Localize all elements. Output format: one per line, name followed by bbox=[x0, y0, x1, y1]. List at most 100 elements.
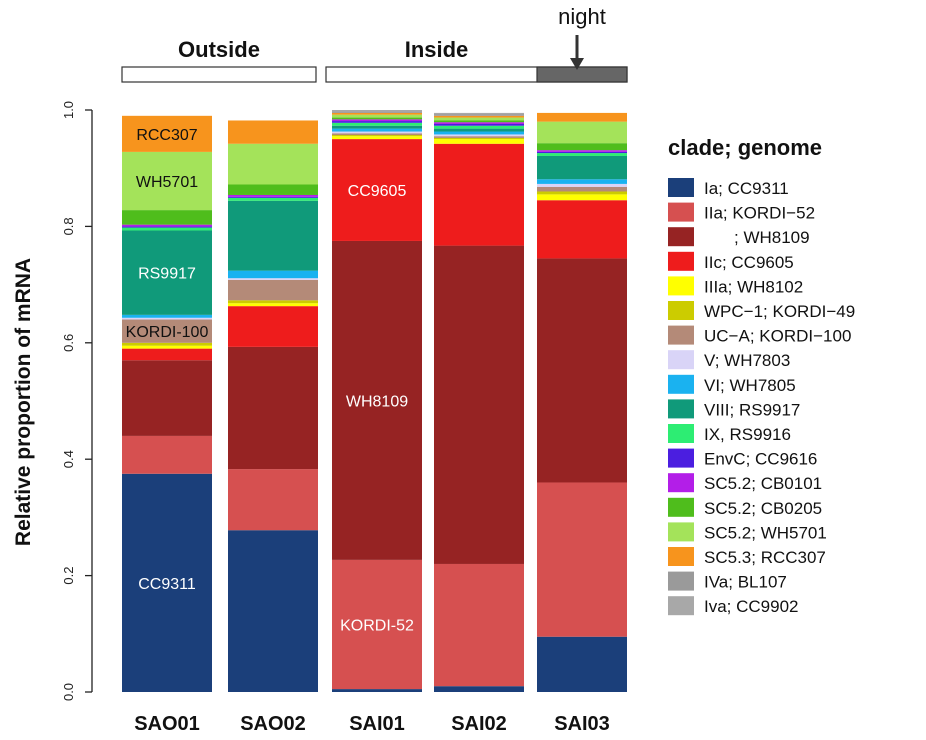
bar-segment-sao01-v-wh7803 bbox=[122, 317, 212, 320]
bar-segment-sai02-sc5-2-cb0205 bbox=[434, 120, 524, 123]
bar-segment-sao02-vi-wh7805 bbox=[228, 270, 318, 279]
bar-segment-sai02-envc-cc9616 bbox=[434, 123, 524, 126]
bar-segment-sao01-viii-rs9917 bbox=[122, 230, 212, 315]
y-tick-label: 0.4 bbox=[61, 450, 76, 468]
group-bar-outside bbox=[121, 66, 317, 83]
y-tick-label: 0.2 bbox=[61, 567, 76, 585]
legend-label-wpc-1-kordi-49: WPC−1; KORDI−49 bbox=[704, 302, 855, 321]
legend-swatch-sc5-2-wh5701 bbox=[668, 522, 694, 542]
legend-swatch-ix-rs9916 bbox=[668, 424, 694, 443]
group-label-inside: Inside bbox=[405, 37, 469, 62]
legend-label-ix-rs9916: IX, RS9916 bbox=[704, 425, 791, 444]
bar-segment-sao01-wpc-1-kordi-49 bbox=[122, 342, 212, 346]
legend-label-iic-cc9605: IIc; CC9605 bbox=[704, 253, 794, 272]
y-tick-label: 0.0 bbox=[61, 683, 76, 701]
bar-segment-sao02-uc-a-kordi-100 bbox=[228, 279, 318, 301]
bar-segment-sai02-iiia-wh8102 bbox=[434, 139, 524, 144]
y-axis-label: Relative proportion of mRNA bbox=[12, 258, 35, 546]
legend-label-sc5-2-cb0205: SC5.2; CB0205 bbox=[704, 499, 822, 518]
legend-swatch-vi-wh7805 bbox=[668, 374, 694, 394]
night-arrow-head bbox=[570, 58, 584, 70]
legend-label-iva-bl107: IVa; BL107 bbox=[704, 573, 787, 592]
bar-segment-sao02-sc5-2-cb0101 bbox=[228, 194, 318, 197]
bar-segment-sai02-iva-bl107 bbox=[434, 114, 524, 116]
x-category-sai02: SAI02 bbox=[451, 713, 507, 735]
bar-segment-sao02-ix-rs9916 bbox=[228, 197, 318, 201]
bar-segment-sai01-iia-kordi-52 bbox=[332, 559, 422, 690]
bar-segment-sai02-wpc-1-kordi-49 bbox=[434, 137, 524, 140]
bar-segment-sai02-ix-rs9916 bbox=[434, 125, 524, 129]
legend-swatch-sc5-2-cb0205 bbox=[668, 497, 694, 517]
bar-segment-sai01-wh8109 bbox=[332, 240, 422, 560]
bar-segment-sai02-sc5-3-rcc307 bbox=[434, 115, 524, 118]
segment-label-rs9917: RS9917 bbox=[138, 266, 196, 283]
bar-segment-sai02-viii-rs9917 bbox=[434, 128, 524, 132]
y-axis: 0.0 0.2 0.4 0.6 0.8 1.0 bbox=[61, 101, 93, 701]
bar-segment-sai01-sc5-2-cb0101 bbox=[332, 119, 422, 122]
bar-segment-sao01-sc5-2-cb0205 bbox=[122, 210, 212, 225]
legend-swatch-sc5-2-cb0101 bbox=[668, 473, 694, 493]
bar-segment-sao02-wpc-1-kordi-49 bbox=[228, 300, 318, 304]
y-tick-label: 1.0 bbox=[61, 101, 76, 119]
bar-segment-sai02-wh8109 bbox=[434, 245, 524, 564]
bar-segment-sai03-sc5-2-cb0205 bbox=[537, 143, 627, 151]
bar-segment-sai01-iic-cc9605 bbox=[332, 139, 422, 241]
bar-segment-sai03-wpc-1-kordi-49 bbox=[537, 191, 627, 195]
bar-segment-sai01-wpc-1-kordi-49 bbox=[332, 135, 422, 137]
legend-swatch-iia-kordi-52 bbox=[668, 202, 694, 222]
bar-segment-sai02-sc5-2-wh5701 bbox=[434, 117, 524, 121]
y-tick-label: 0.6 bbox=[61, 334, 76, 352]
x-category-sao02: SAO02 bbox=[240, 713, 306, 735]
bar-segment-sai02-iva-cc9902 bbox=[434, 112, 524, 115]
bar-segment-sao01-sc5-2-wh5701 bbox=[122, 151, 212, 211]
legend-swatch-iva-bl107 bbox=[668, 571, 694, 591]
segment-label-rcc307: RCC307 bbox=[136, 127, 197, 144]
segment-label-wh5701: WH5701 bbox=[136, 174, 198, 191]
bar-segment-sao01-sc5-3-rcc307 bbox=[122, 115, 212, 152]
bar-segment-sai01-viii-rs9917 bbox=[332, 125, 422, 129]
legend-swatch-iic-cc9605 bbox=[668, 251, 694, 271]
bar-segment-sai02-iia-kordi-52 bbox=[434, 563, 524, 687]
bar-segment-sao01-ia-cc9311 bbox=[122, 473, 212, 692]
night-label: night bbox=[558, 4, 606, 29]
night-shade bbox=[536, 66, 628, 83]
bar-segment-sai03-iic-cc9605 bbox=[537, 200, 627, 259]
bar-segment-sao01-iic-cc9605 bbox=[122, 348, 212, 361]
bar-segment-sai01-uc-a-kordi-100 bbox=[332, 133, 422, 136]
legend-label-ia-cc9311: Ia; CC9311 bbox=[704, 179, 789, 198]
bar-segment-sai03-ix-rs9916 bbox=[537, 153, 627, 156]
x-category-sai03: SAI03 bbox=[554, 713, 610, 735]
legend-swatch-uc-a-kordi-100 bbox=[668, 325, 694, 345]
legend-label-v-wh7803: V; WH7803 bbox=[704, 351, 790, 370]
bar-segment-sao01-iiia-wh8102 bbox=[122, 345, 212, 349]
bar-segment-sai01-envc-cc9616 bbox=[332, 121, 422, 123]
bar-segment-sao02-wh8109 bbox=[228, 346, 318, 470]
bar-segment-sao02-sc5-3-rcc307 bbox=[228, 120, 318, 144]
bar-segment-sai01-iva-cc9902 bbox=[332, 110, 422, 112]
bar-segment-sao02-v-wh7803 bbox=[228, 278, 318, 280]
legend-label-sc5-2-cb0101: SC5.2; CB0101 bbox=[704, 474, 822, 493]
legend-swatch-envc-cc9616 bbox=[668, 448, 694, 468]
segment-label-cc9311: CC9311 bbox=[138, 576, 196, 593]
bar-segment-sai03-viii-rs9917 bbox=[537, 155, 627, 180]
bar-segment-sao02-sc5-2-cb0205 bbox=[228, 184, 318, 195]
legend: clade; genome Ia; CC9311 IIa; KORDI−52 ; W… bbox=[668, 135, 855, 616]
bar-segment-sao02-viii-rs9917 bbox=[228, 200, 318, 271]
bar-segment-sao01-vi-wh7805 bbox=[122, 314, 212, 318]
bar-segment-sai01-iiia-wh8102 bbox=[332, 136, 422, 140]
bar-segment-sai02-ia-cc9311 bbox=[434, 686, 524, 692]
legend-swatch-iiia-wh8102 bbox=[668, 276, 694, 296]
legend-swatch-wpc-1-kordi-49 bbox=[668, 301, 694, 320]
segment-label-cc9605: CC9605 bbox=[348, 183, 407, 200]
legend-swatch-v-wh7803 bbox=[668, 350, 694, 370]
legend-label-sc5-2-wh5701: SC5.2; WH5701 bbox=[704, 523, 827, 542]
bar-segment-sao02-iiia-wh8102 bbox=[228, 303, 318, 307]
bar-segment-sai01-ia-cc9311 bbox=[332, 689, 422, 692]
legend-swatch-iva-cc9902 bbox=[668, 596, 694, 616]
legend-label-sc5-3-rcc307: SC5.3; RCC307 bbox=[704, 548, 826, 567]
bar-segment-sai03-sc5-2-cb0101 bbox=[537, 150, 627, 152]
y-tick-label: 0.8 bbox=[61, 217, 76, 235]
legend-swatch-viii-rs9917 bbox=[668, 399, 694, 419]
bar-segment-sai01-sc5-3-rcc307 bbox=[332, 112, 422, 115]
